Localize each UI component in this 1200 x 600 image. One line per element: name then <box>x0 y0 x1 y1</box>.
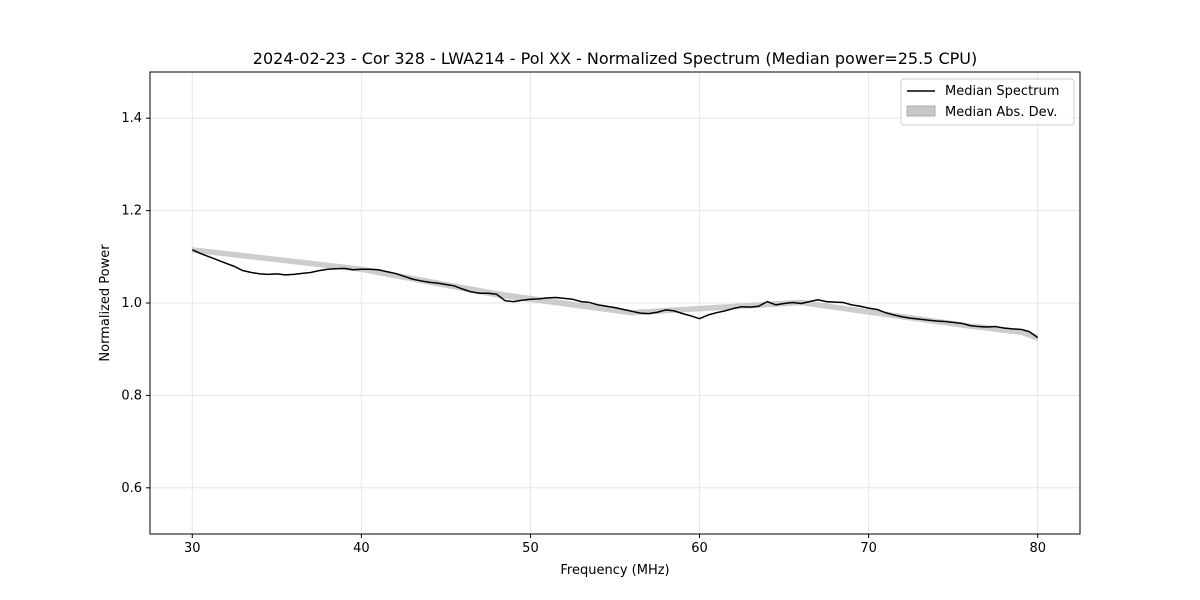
median-spectrum-layer <box>191 249 1039 339</box>
chart-title: 2024-02-23 - Cor 328 - LWA214 - Pol XX -… <box>253 49 977 68</box>
x-tick-label: 70 <box>860 541 877 556</box>
x-tick-label: 50 <box>522 541 539 556</box>
y-tick-label: 0.6 <box>121 481 142 496</box>
legend-band-swatch <box>906 105 936 117</box>
legend-label-mad: Median Abs. Dev. <box>945 105 1057 120</box>
legend-label-median-spectrum: Median Spectrum <box>945 84 1059 99</box>
y-axis-label: Normalized Power <box>98 244 113 362</box>
y-tick-label: 1.4 <box>121 111 142 126</box>
legend-box <box>900 78 1075 126</box>
x-tick-label: 60 <box>691 541 708 556</box>
y-tick-label: 0.8 <box>121 388 142 403</box>
x-tick-label: 40 <box>353 541 370 556</box>
median-spectrum-line <box>191 249 1039 339</box>
y-tick-label: 1.0 <box>121 296 142 311</box>
legend: Median Spectrum Median Abs. Dev. <box>900 78 1075 126</box>
x-axis-ticks: 30 40 50 60 70 80 <box>184 534 1046 556</box>
y-axis-ticks: 0.6 0.8 1.0 1.2 1.4 <box>121 111 150 496</box>
x-tick-label: 30 <box>184 541 201 556</box>
x-tick-label: 80 <box>1029 541 1046 556</box>
y-tick-label: 1.2 <box>121 204 142 219</box>
x-axis-label: Frequency (MHz) <box>560 563 669 578</box>
